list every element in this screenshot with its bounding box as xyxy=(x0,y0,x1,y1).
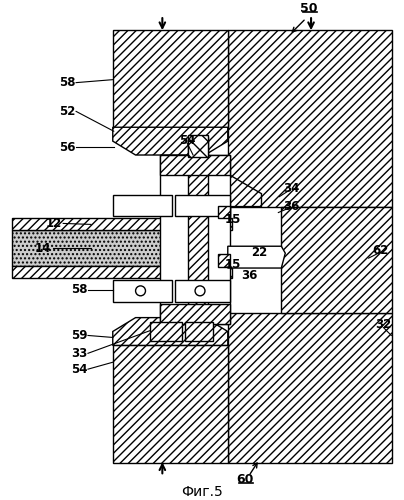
Text: 56: 56 xyxy=(59,140,76,153)
Text: 59: 59 xyxy=(71,329,87,342)
Text: 58: 58 xyxy=(71,284,87,296)
Bar xyxy=(113,280,172,301)
Bar xyxy=(185,322,213,342)
Text: 36: 36 xyxy=(283,200,299,213)
Bar xyxy=(160,304,230,324)
Bar xyxy=(188,135,208,157)
Text: 54: 54 xyxy=(179,134,196,146)
Bar xyxy=(12,218,232,230)
Text: 60: 60 xyxy=(236,472,253,486)
Bar xyxy=(175,194,230,216)
Polygon shape xyxy=(113,318,228,345)
Text: 36: 36 xyxy=(242,270,258,282)
Text: 58: 58 xyxy=(59,76,76,89)
Circle shape xyxy=(136,286,145,296)
Bar xyxy=(218,206,230,218)
Bar xyxy=(188,137,208,338)
Bar xyxy=(228,30,392,206)
Bar xyxy=(281,206,392,312)
Bar xyxy=(113,346,228,464)
Bar xyxy=(113,30,228,129)
Bar xyxy=(218,254,230,267)
Text: 15: 15 xyxy=(225,258,241,270)
Text: 54: 54 xyxy=(71,362,87,376)
Text: 14: 14 xyxy=(35,242,52,254)
Text: 52: 52 xyxy=(59,105,76,118)
Bar xyxy=(113,194,172,216)
Bar xyxy=(228,312,392,464)
Polygon shape xyxy=(228,174,261,206)
Text: 33: 33 xyxy=(71,347,87,360)
Text: 62: 62 xyxy=(372,244,389,256)
Polygon shape xyxy=(113,127,228,155)
Text: 12: 12 xyxy=(46,217,62,230)
Text: Фиг.5: Фиг.5 xyxy=(181,485,223,499)
Text: 15: 15 xyxy=(225,213,241,226)
Bar xyxy=(150,322,182,342)
Text: 32: 32 xyxy=(375,318,391,331)
Circle shape xyxy=(195,286,205,296)
Text: 34: 34 xyxy=(283,182,299,195)
Text: 50: 50 xyxy=(300,2,318,15)
Bar xyxy=(175,280,230,301)
Bar xyxy=(160,155,230,324)
Bar xyxy=(12,266,232,278)
Text: 22: 22 xyxy=(251,246,267,258)
Polygon shape xyxy=(228,246,285,268)
Bar xyxy=(12,230,222,266)
Bar xyxy=(160,155,230,175)
